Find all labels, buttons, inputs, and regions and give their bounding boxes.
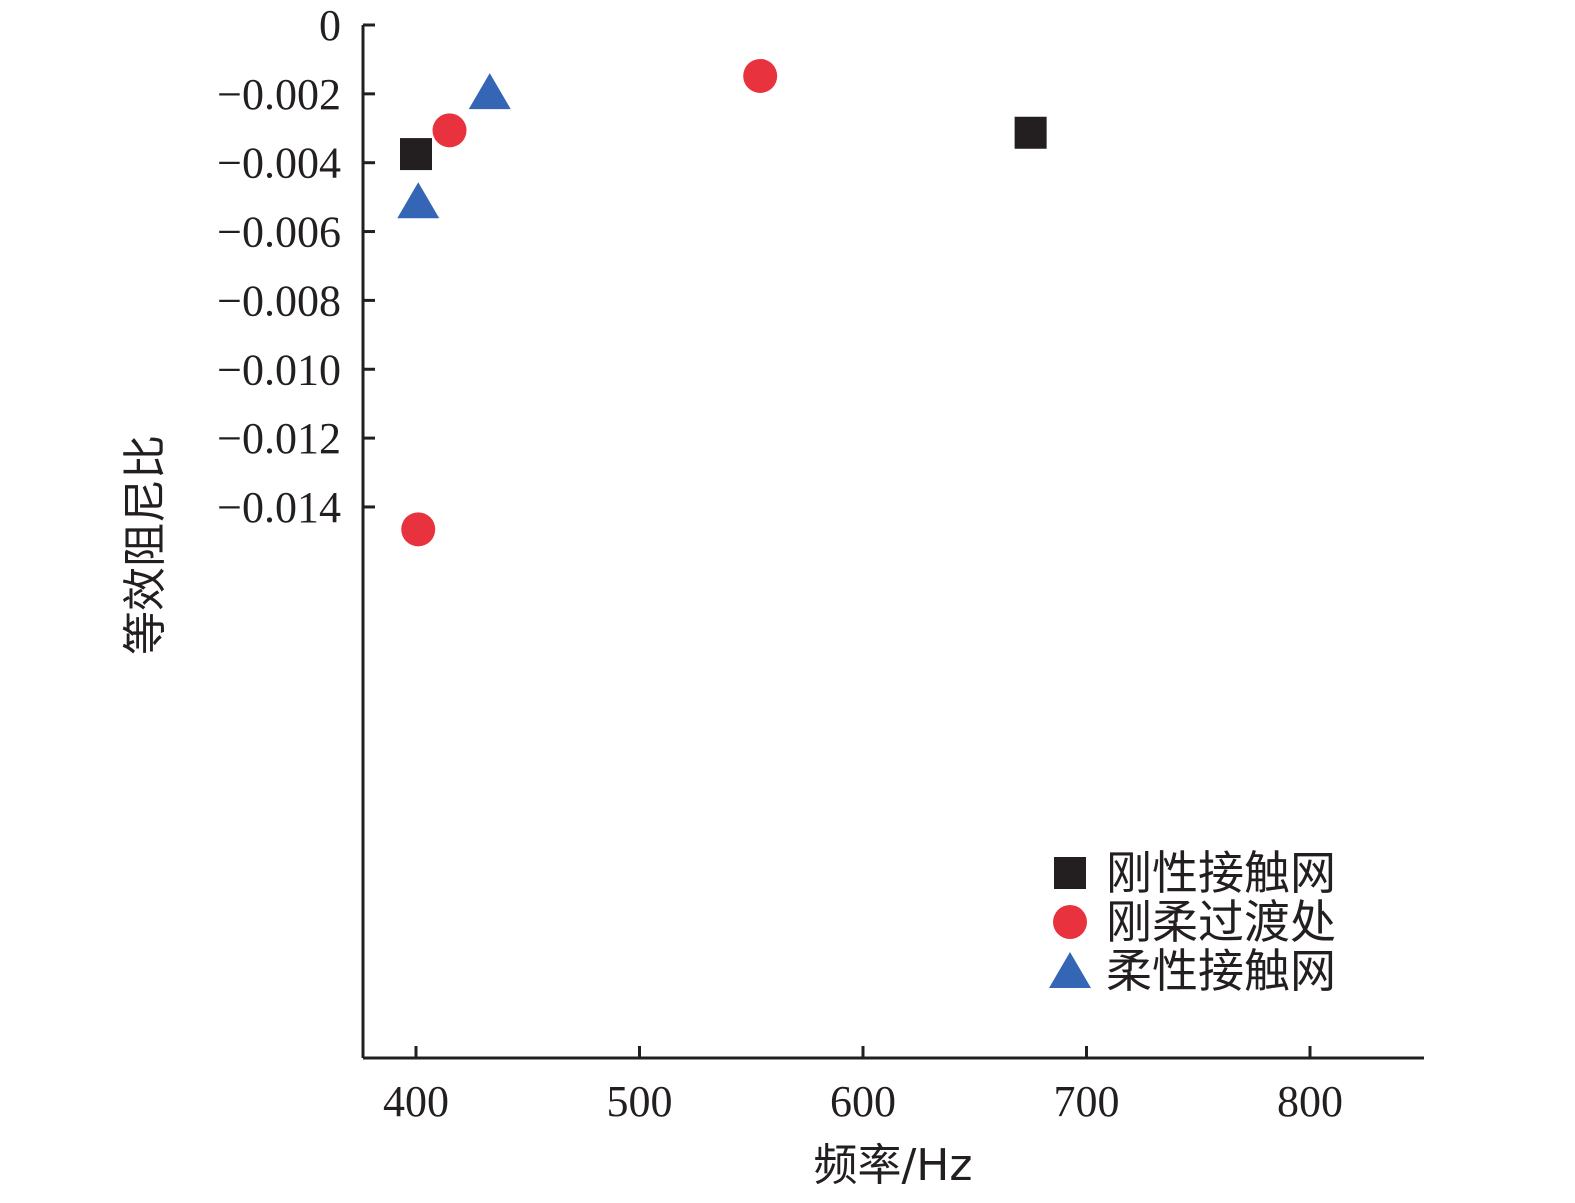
- x-tick-label: 800: [1277, 1077, 1343, 1126]
- circle-data-point: [743, 58, 778, 93]
- circle-data-point: [401, 512, 436, 547]
- square-data-point: [1014, 116, 1047, 149]
- legend-label: 柔性接触网: [1106, 944, 1336, 998]
- x-tick-label: 600: [830, 1077, 896, 1126]
- x-tick-label: 700: [1054, 1077, 1120, 1126]
- circle-data-point: [432, 113, 467, 148]
- square-data-point: [400, 138, 432, 171]
- x-ticks: 400 500 600 700 800: [383, 1046, 1343, 1126]
- y-tick-label: −0.002: [217, 70, 341, 119]
- triangle-data-point: [468, 73, 511, 110]
- y-tick-label: −0.010: [217, 345, 341, 394]
- x-tick-label: 400: [383, 1077, 449, 1126]
- legend-circle-marker: [1053, 905, 1087, 939]
- y-tick-label: −0.004: [217, 139, 341, 188]
- y-tick-label: −0.012: [217, 414, 341, 463]
- x-tick-label: 500: [607, 1077, 673, 1126]
- legend-label: 刚柔过渡处: [1106, 895, 1336, 949]
- x-axis-title: 频率/Hz: [813, 1140, 972, 1191]
- y-tick-label: −0.008: [217, 276, 341, 325]
- legend-triangle-marker: [1049, 952, 1091, 988]
- data-points: [397, 58, 1047, 547]
- y-ticks: 0 −0.002 −0.004 −0.006 −0.008 −0.010 −0.012 −0.…: [217, 1, 375, 532]
- y-tick-label: −0.006: [217, 208, 341, 257]
- axes: [361, 25, 1424, 1060]
- y-axis-title: 等效阻尼比: [120, 435, 171, 655]
- legend-square-marker: [1054, 857, 1086, 889]
- triangle-data-point: [397, 182, 440, 219]
- legend-label: 刚性接触网: [1106, 846, 1336, 900]
- y-tick-label: 0: [319, 1, 341, 50]
- y-tick-label: −0.014: [217, 483, 341, 532]
